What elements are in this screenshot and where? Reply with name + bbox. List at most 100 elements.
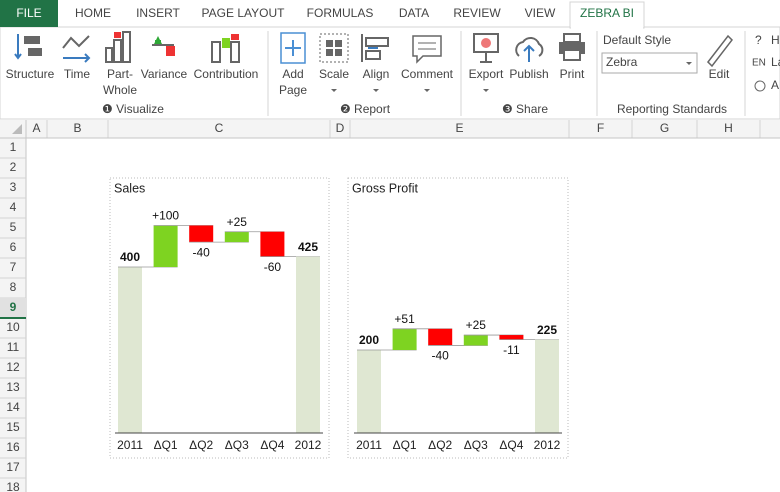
category-label: ΔQ3 (464, 438, 488, 452)
column-header[interactable]: B (73, 121, 81, 135)
row-header[interactable]: 8 (10, 280, 17, 294)
selected-row-header (0, 298, 26, 318)
category-label: ΔQ4 (260, 438, 284, 452)
category-label: 2012 (295, 438, 322, 452)
ribbon-button-label[interactable]: Part- (107, 67, 133, 81)
file-tab-bg (0, 0, 58, 27)
column-header[interactable]: G (660, 121, 669, 135)
ribbon-tab[interactable]: FORMULAS (307, 6, 374, 20)
icon (481, 38, 491, 48)
ribbon-button-label[interactable]: Structure (6, 67, 55, 81)
category-label: ΔQ2 (189, 438, 213, 452)
ribbon-tab[interactable]: REVIEW (453, 6, 501, 20)
side-prefix: ? (755, 33, 762, 47)
chart-title: Gross Profit (352, 181, 419, 195)
icon (105, 47, 113, 63)
row-header[interactable]: 17 (6, 460, 20, 474)
row-header[interactable]: 11 (7, 340, 20, 354)
dropdown-arrow (331, 89, 337, 92)
icon (63, 53, 91, 63)
edit-label[interactable]: Edit (709, 67, 730, 81)
column-header[interactable]: F (597, 121, 604, 135)
row-header[interactable]: 14 (6, 400, 20, 414)
icon (365, 37, 389, 47)
ribbon-button-label[interactable]: Scale (319, 67, 349, 81)
row-header[interactable]: 4 (10, 200, 17, 214)
icon (335, 49, 342, 56)
row-header[interactable]: 16 (6, 440, 20, 454)
value-label: 425 (298, 240, 318, 254)
ribbon-button-label[interactable]: Publish (509, 67, 548, 81)
delta-bar (189, 225, 214, 243)
icon (230, 41, 240, 63)
row-header[interactable]: 2 (10, 160, 17, 174)
select-all-corner (12, 124, 22, 134)
icon (285, 40, 301, 56)
delta-bar (260, 231, 285, 257)
icon (211, 41, 221, 63)
row-header[interactable]: 12 (6, 360, 20, 374)
row-header[interactable]: 5 (10, 220, 17, 234)
ribbon-button-label[interactable]: Contribution (194, 67, 259, 81)
category-label: 2012 (534, 438, 561, 452)
ribbon-button-label[interactable]: Export (469, 67, 504, 81)
ribbon-button-label[interactable]: Whole (103, 83, 137, 97)
icon (166, 46, 175, 56)
edit-icon (707, 34, 733, 68)
icon (114, 32, 121, 38)
row-header[interactable]: 9 (10, 300, 17, 314)
ribbon-icons (14, 31, 585, 92)
row-header[interactable]: 7 (10, 260, 17, 274)
category-label: 2011 (117, 438, 143, 452)
ribbon-button-label[interactable]: Align (363, 67, 390, 81)
side-prefix: EN (752, 58, 766, 69)
ribbon-tab[interactable]: ZEBRA BI (580, 6, 634, 20)
row-header[interactable]: 10 (6, 320, 20, 334)
column-header[interactable]: C (215, 121, 224, 135)
delta-bar (153, 225, 178, 267)
row-header[interactable]: 1 (10, 140, 17, 154)
style-label: Default Style (603, 33, 671, 47)
icon (335, 40, 342, 47)
total-bar (535, 339, 559, 433)
chart-frame (109, 177, 330, 459)
ribbon-tab[interactable]: DATA (399, 6, 429, 20)
ribbon-button-label[interactable]: Time (64, 67, 91, 81)
total-bar (118, 267, 142, 433)
dropdown-arrow (424, 89, 430, 92)
row-header[interactable]: 18 (6, 480, 20, 492)
category-label: 2011 (356, 438, 382, 452)
column-header[interactable]: A (32, 121, 40, 135)
row-header[interactable]: 15 (6, 420, 20, 434)
column-header[interactable]: D (336, 121, 345, 135)
ribbon-tab[interactable]: FILE (16, 6, 41, 20)
icon (113, 39, 122, 63)
ribbon-button-label[interactable]: Variance (141, 67, 188, 81)
ribbon-tab[interactable]: VIEW (525, 6, 556, 20)
side-item: La (771, 55, 780, 69)
icon (563, 33, 581, 43)
ribbon-button-label[interactable]: Comment (401, 67, 454, 81)
style-value: Zebra (606, 55, 638, 69)
delta-bar (428, 328, 453, 346)
ribbon-tab[interactable]: HOME (75, 6, 111, 20)
ribbon-button-label[interactable]: Add (282, 67, 303, 81)
side-icon (754, 80, 766, 92)
column-header[interactable]: H (724, 121, 733, 135)
ribbon-tab[interactable]: INSERT (136, 6, 180, 20)
row-header[interactable]: 3 (10, 180, 17, 194)
ribbon-group-label: Reporting Standards (617, 102, 727, 116)
ribbon-button-label[interactable]: Print (560, 67, 585, 81)
ribbon-button-label[interactable]: Page (279, 83, 307, 97)
value-label: +25 (227, 215, 248, 229)
row-header[interactable]: 6 (10, 240, 17, 254)
column-header[interactable]: E (455, 121, 463, 135)
icon (480, 52, 492, 63)
icon (326, 40, 333, 47)
column-header-bar (0, 120, 780, 138)
row-header[interactable]: 13 (6, 380, 20, 394)
ribbon-tab[interactable]: PAGE LAYOUT (202, 6, 286, 20)
total-bar (357, 350, 381, 433)
style-dropdown[interactable] (601, 52, 698, 74)
ribbon-group-label: ❷ Report (340, 102, 391, 116)
